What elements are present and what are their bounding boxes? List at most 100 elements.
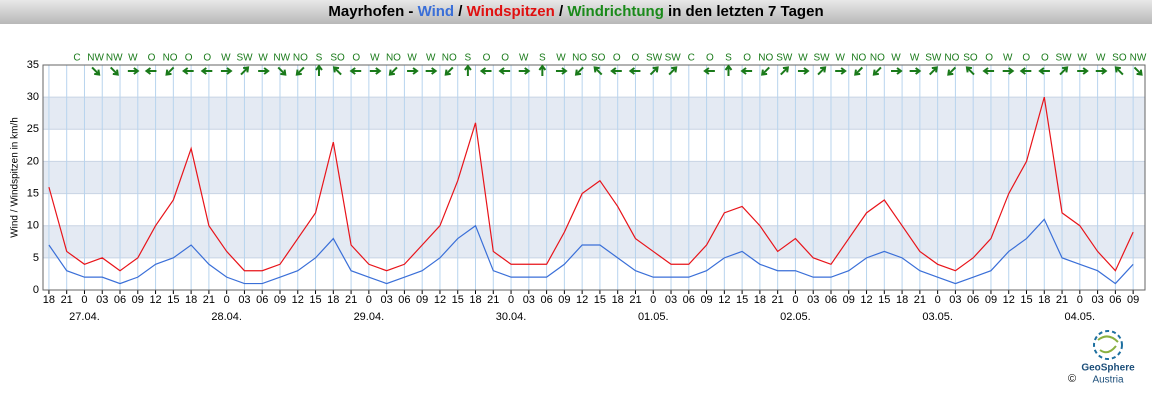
x-tick-label: 03 <box>1091 294 1103 306</box>
wind-direction-label: SW <box>236 53 253 64</box>
x-tick-label: 18 <box>612 294 624 306</box>
wind-direction-label: W <box>556 53 566 64</box>
wind-direction-label: W <box>1077 53 1087 64</box>
wind-direction-label: NO <box>758 53 773 64</box>
wind-direction-arrow <box>165 66 175 76</box>
x-tick-label: 0 <box>935 294 941 306</box>
wind-direction-arrow <box>668 66 678 76</box>
wind-direction-arrow <box>1114 66 1124 76</box>
wind-direction-label: W <box>258 53 268 64</box>
x-tick-label: 09 <box>1127 294 1139 306</box>
wind-direction-label: SW <box>646 53 663 64</box>
x-tick-label: 03 <box>949 294 961 306</box>
wind-direction-arrow <box>127 67 140 75</box>
wind-direction-arrow <box>91 66 101 76</box>
x-tick-label: 09 <box>132 294 144 306</box>
wind-direction-label: NW <box>1130 53 1147 64</box>
grid-band <box>43 97 1145 130</box>
x-tick-label: 0 <box>366 294 372 306</box>
wind-direction-arrow <box>1019 67 1032 75</box>
logo-icon <box>1093 330 1123 360</box>
y-tick-label: 10 <box>27 220 39 232</box>
x-tick-label: 09 <box>416 294 428 306</box>
wind-direction-arrow <box>593 66 603 76</box>
x-tick-label: 03 <box>807 294 819 306</box>
wind-direction-label: O <box>501 53 509 64</box>
wind-direction-label: W <box>128 53 138 64</box>
y-tick-label: 35 <box>27 59 39 71</box>
wind-direction-label: O <box>483 53 491 64</box>
wind-direction-label: W <box>891 53 901 64</box>
title-part: Wind <box>418 3 455 20</box>
grid-band <box>43 225 1145 258</box>
wind-direction-arrow <box>144 67 157 75</box>
x-tick-label: 12 <box>576 294 588 306</box>
date-label: 27.04. <box>69 311 100 323</box>
date-label: 02.05. <box>780 311 811 323</box>
wind-direction-label: O <box>632 53 640 64</box>
y-tick-label: 15 <box>27 187 39 199</box>
x-tick-label: 21 <box>1056 294 1068 306</box>
series-line <box>48 96 1134 272</box>
grid-band <box>43 161 1145 194</box>
wind-direction-label: SW <box>665 53 682 64</box>
x-tick-label: 0 <box>792 294 798 306</box>
wind-direction-label: O <box>706 53 714 64</box>
wind-direction-label: S <box>725 53 732 64</box>
wind-direction-arrow <box>444 66 454 76</box>
x-tick-label: 06 <box>967 294 979 306</box>
wind-direction-label: NO <box>851 53 866 64</box>
date-label: 30.04. <box>496 311 527 323</box>
wind-direction-label: O <box>148 53 156 64</box>
x-tick-label: 18 <box>469 294 481 306</box>
x-tick-label: 15 <box>594 294 606 306</box>
x-tick-label: 06 <box>683 294 695 306</box>
wind-direction-label: W <box>407 53 417 64</box>
x-tick-label: 0 <box>1077 294 1083 306</box>
wind-direction-label: NW <box>273 53 290 64</box>
wind-direction-arrow <box>610 67 622 75</box>
x-tick-label: 03 <box>665 294 677 306</box>
y-tick-label: 30 <box>27 91 39 103</box>
x-tick-label: 09 <box>558 294 570 306</box>
wind-direction-arrow <box>982 67 995 75</box>
x-tick-label: 03 <box>523 294 535 306</box>
x-tick-label: 18 <box>896 294 908 306</box>
x-tick-label: 21 <box>345 294 357 306</box>
date-label: 01.05. <box>638 311 669 323</box>
wind-direction-arrow <box>872 66 882 76</box>
x-tick-label: 12 <box>149 294 161 306</box>
x-tick-label: 06 <box>398 294 410 306</box>
x-tick-label: 0 <box>81 294 87 306</box>
wind-direction-arrow <box>761 66 770 76</box>
wind-direction-label: NW <box>87 53 104 64</box>
wind-direction-arrow <box>891 67 903 75</box>
x-tick-label: 12 <box>292 294 304 306</box>
wind-direction-arrow <box>369 67 382 75</box>
wind-direction-label: NO <box>163 53 178 64</box>
x-tick-label: 09 <box>985 294 997 306</box>
x-tick-label: 21 <box>914 294 926 306</box>
x-tick-label: 09 <box>274 294 286 306</box>
x-tick-label: 09 <box>843 294 855 306</box>
x-tick-label: 06 <box>825 294 837 306</box>
wind-direction-arrow <box>574 66 584 76</box>
wind-direction-arrow <box>628 67 641 75</box>
wind-direction-label: SO <box>591 53 606 64</box>
x-tick-label: 0 <box>650 294 656 306</box>
x-tick-label: 06 <box>1109 294 1121 306</box>
wind-direction-arrow <box>1059 66 1069 76</box>
wind-direction-arrow <box>947 66 957 76</box>
wind-direction-arrow <box>854 66 864 76</box>
wind-direction-arrow <box>649 66 659 76</box>
wind-direction-arrow <box>315 64 323 76</box>
logo-icon-swirl <box>1097 335 1119 354</box>
wind-direction-arrow <box>109 66 119 76</box>
x-tick-label: 21 <box>772 294 784 306</box>
plot-frame <box>42 64 1146 291</box>
x-tick-label: 15 <box>878 294 890 306</box>
wind-direction-arrow <box>425 67 438 75</box>
x-tick-label: 18 <box>185 294 197 306</box>
wind-direction-label: C <box>73 53 80 64</box>
date-label: 04.05. <box>1065 311 1096 323</box>
